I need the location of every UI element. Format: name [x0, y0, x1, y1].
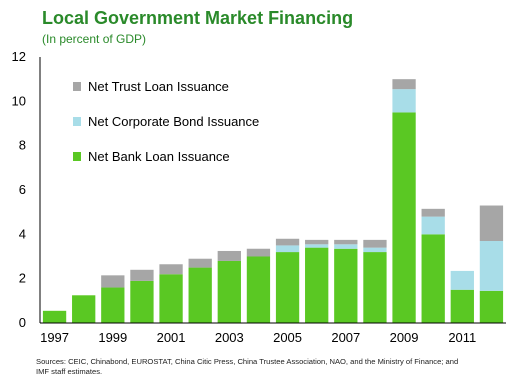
bar-trust-2008 — [363, 239, 387, 248]
bar-bank-2001 — [159, 274, 183, 323]
bar-bond-2011 — [450, 270, 474, 290]
bar-bank-2012 — [479, 290, 504, 323]
bar-bank-1997 — [42, 310, 67, 323]
legend-label-bank: Net Bank Loan Issuance — [88, 149, 230, 164]
bar-bank-1999 — [101, 287, 125, 323]
y-tick-label: 12 — [12, 49, 26, 64]
bar-bond-2007 — [334, 244, 358, 249]
legend-swatch-bond — [73, 117, 81, 126]
legend-label-bond: Net Corporate Bond Issuance — [88, 114, 259, 129]
bar-bank-2000 — [130, 280, 154, 323]
bar-trust-2001 — [159, 264, 183, 275]
x-tick-label: 1999 — [98, 330, 127, 345]
bar-bank-2010 — [421, 234, 445, 323]
y-tick-label: 2 — [19, 271, 26, 286]
bar-trust-2003 — [217, 250, 241, 261]
bar-bank-2003 — [217, 260, 241, 323]
legend-label-trust: Net Trust Loan Issuance — [88, 79, 229, 94]
bar-trust-2007 — [334, 239, 358, 245]
x-tick-label: 1997 — [40, 330, 69, 345]
x-tick-label: 2011 — [448, 330, 476, 345]
x-tick-label: 2007 — [331, 330, 360, 345]
bar-bond-2012 — [479, 240, 504, 291]
y-tick-label: 10 — [12, 93, 26, 108]
y-tick-label: 6 — [19, 182, 26, 197]
bar-bond-2006 — [305, 244, 329, 248]
source-note: Sources: CEIC, Chinabond, EUROSTAT, Chin… — [36, 357, 502, 377]
bar-trust-2002 — [188, 258, 212, 268]
bar-trust-2004 — [246, 248, 271, 257]
legend-swatch-bank — [73, 152, 81, 161]
x-tick-label: 2001 — [157, 330, 186, 345]
bar-trust-2000 — [130, 269, 154, 281]
bar-bond-2005 — [275, 245, 300, 253]
x-tick-label: 2003 — [215, 330, 244, 345]
y-tick-label: 0 — [19, 315, 26, 330]
bar-bank-2004 — [246, 256, 271, 323]
y-tick-label: 4 — [19, 226, 26, 241]
bar-bank-2006 — [305, 247, 329, 323]
source-line-1: Sources: CEIC, Chinabond, EUROSTAT, Chin… — [36, 357, 459, 366]
bar-bank-1998 — [72, 295, 96, 323]
source-line-2: IMF staff estimates. — [36, 367, 103, 376]
bar-bank-2007 — [334, 248, 358, 323]
y-tick-label: 8 — [19, 138, 26, 153]
bar-bond-2009 — [392, 89, 416, 113]
x-tick-label: 2005 — [273, 330, 302, 345]
bar-bank-2002 — [188, 267, 212, 323]
bar-trust-2009 — [392, 79, 416, 90]
bar-bank-2005 — [275, 252, 300, 323]
bar-bank-2011 — [450, 289, 474, 323]
bar-trust-1999 — [101, 275, 125, 288]
bar-bond-2008 — [363, 247, 387, 253]
chart-title: Local Government Market Financing — [42, 8, 354, 28]
chart-subtitle: (In percent of GDP) — [42, 32, 147, 46]
bar-trust-2005 — [275, 238, 300, 246]
legend-swatch-trust — [73, 82, 81, 91]
bar-bank-2009 — [392, 112, 416, 323]
x-tick-label: 2009 — [390, 330, 419, 345]
bar-trust-2012 — [479, 205, 504, 241]
bar-trust-2010 — [421, 208, 445, 217]
bar-trust-2006 — [305, 239, 329, 245]
bar-bank-2008 — [363, 252, 387, 323]
bar-bond-2010 — [421, 216, 445, 235]
